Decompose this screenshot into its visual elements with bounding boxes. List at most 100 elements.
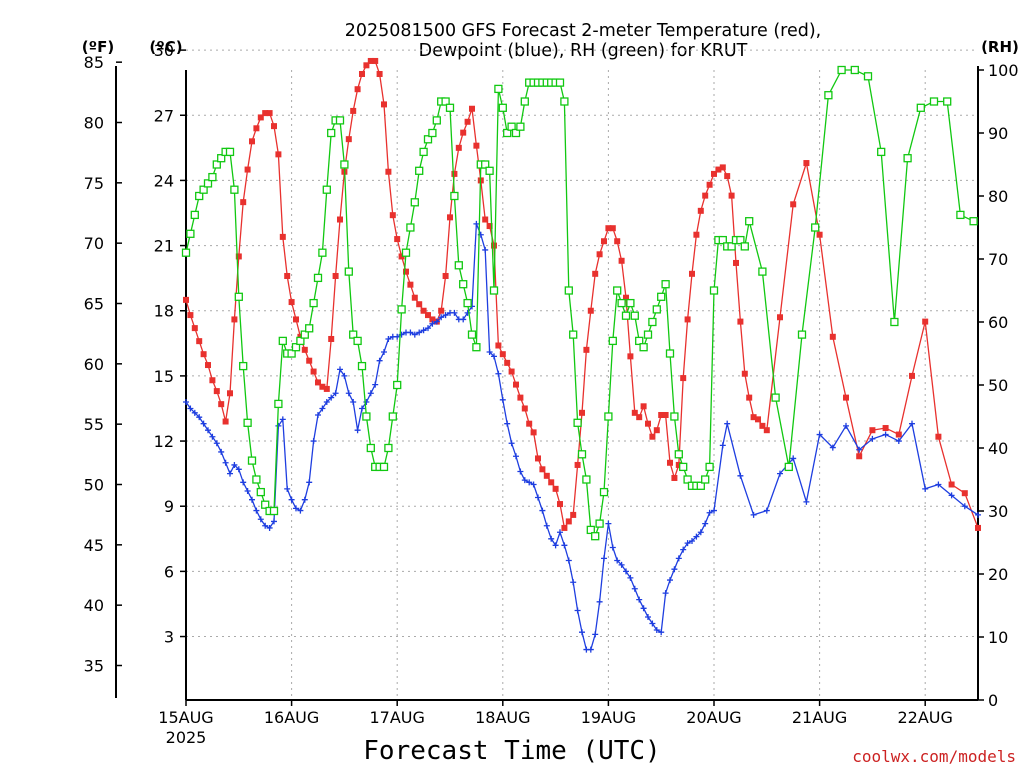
temperature-point bbox=[697, 207, 704, 214]
dewpoint-point bbox=[777, 470, 783, 477]
rh-point bbox=[811, 223, 820, 232]
rh-point bbox=[467, 330, 477, 339]
fahrenheit-tick-label: 60 bbox=[84, 355, 104, 374]
dewpoint-point bbox=[438, 314, 445, 321]
temperature-point bbox=[557, 501, 563, 508]
dewpoint-point bbox=[596, 598, 603, 605]
temperature-point bbox=[570, 511, 577, 518]
dewpoint-point bbox=[411, 331, 418, 338]
rh-point bbox=[463, 298, 472, 308]
dewpoint-point bbox=[750, 511, 757, 518]
fahrenheit-tick-label: 50 bbox=[84, 476, 104, 495]
temperature-point bbox=[552, 485, 559, 492]
dewpoint-point bbox=[442, 312, 449, 319]
temperature-point bbox=[337, 216, 343, 223]
temperature-point bbox=[218, 401, 225, 408]
rh-tick-label: 30 bbox=[988, 502, 1008, 521]
temperature-point bbox=[407, 281, 414, 288]
dewpoint-point bbox=[640, 605, 647, 612]
rh-point bbox=[256, 487, 265, 497]
temperature-point bbox=[354, 86, 361, 93]
dewpoint-point bbox=[631, 585, 638, 592]
temperature-point bbox=[284, 272, 291, 279]
fahrenheit-tick-label: 40 bbox=[84, 596, 104, 615]
temperature-point bbox=[733, 259, 739, 266]
temperature-point bbox=[227, 390, 233, 397]
rh-point bbox=[419, 147, 428, 157]
rh-point bbox=[349, 330, 358, 339]
rh-point bbox=[877, 147, 886, 157]
dewpoint-point bbox=[539, 507, 546, 514]
rh-point bbox=[797, 330, 807, 339]
dewpoint-point bbox=[543, 522, 550, 529]
rh-point bbox=[604, 412, 613, 421]
rh-point bbox=[344, 267, 353, 276]
temperature-point bbox=[249, 138, 255, 145]
rh-point bbox=[225, 147, 235, 157]
rh-point bbox=[943, 97, 952, 106]
dewpoint-point bbox=[231, 461, 238, 468]
temperature-point bbox=[777, 314, 783, 321]
temperature-point bbox=[209, 377, 216, 384]
dewpoint-point bbox=[961, 503, 968, 510]
dewpoint-point bbox=[618, 561, 625, 568]
rh-point bbox=[969, 217, 978, 226]
temperature-point bbox=[213, 388, 220, 395]
rh-point bbox=[516, 122, 525, 131]
temperature-point bbox=[618, 257, 625, 264]
temperature-point bbox=[741, 370, 748, 377]
temperature-point bbox=[636, 414, 643, 421]
rh-point bbox=[648, 317, 657, 327]
rh-point bbox=[472, 343, 481, 352]
temperature-point bbox=[398, 253, 405, 260]
dewpoint-point bbox=[482, 246, 489, 253]
dewpoint-point bbox=[244, 488, 251, 495]
rh-point bbox=[247, 456, 257, 465]
dewpoint-point bbox=[843, 422, 849, 429]
celsius-tick-label: 21 bbox=[154, 237, 174, 256]
temperature-point bbox=[279, 233, 286, 240]
celsius-tick-label: 30 bbox=[154, 41, 174, 60]
dewpoint-point bbox=[429, 320, 436, 327]
dewpoint-point bbox=[306, 479, 313, 486]
dewpoint-point bbox=[693, 533, 700, 540]
temperature-point bbox=[429, 316, 436, 323]
rh-point bbox=[384, 443, 393, 453]
dewpoint-point bbox=[310, 438, 317, 445]
dewpoint-point bbox=[579, 629, 585, 636]
dewpoint-point bbox=[293, 505, 299, 512]
temperature-point bbox=[675, 461, 682, 468]
dewpoint-point bbox=[702, 520, 709, 527]
dewpoint-point bbox=[363, 398, 370, 405]
dewpoint-point bbox=[623, 568, 629, 575]
temperature-point bbox=[543, 472, 550, 479]
dewpoint-point bbox=[895, 438, 902, 445]
rh-point bbox=[643, 330, 653, 339]
rh-point bbox=[252, 475, 261, 484]
temperature-point bbox=[909, 372, 915, 379]
temperature-point bbox=[425, 312, 431, 319]
dewpoint-point bbox=[948, 492, 955, 499]
dewpoint-point bbox=[521, 477, 528, 484]
celsius-axis-label: (ºC) bbox=[149, 38, 182, 56]
temperature-point bbox=[759, 422, 766, 429]
x-tick-label: 17AUG bbox=[369, 708, 424, 727]
temperature-point bbox=[869, 427, 876, 434]
axes bbox=[115, 49, 984, 706]
temperature-point bbox=[508, 368, 515, 375]
dewpoint-point bbox=[196, 414, 203, 421]
temperature-point bbox=[306, 357, 313, 364]
temperature-point bbox=[350, 107, 357, 114]
temperature-point bbox=[592, 270, 599, 277]
rh-point bbox=[674, 450, 683, 459]
rh-point bbox=[357, 361, 367, 371]
dewpoint-point bbox=[284, 485, 291, 492]
rh-point bbox=[824, 91, 833, 100]
dewpoint-point bbox=[367, 390, 374, 397]
temperature-point bbox=[922, 318, 929, 325]
x-tick-label: 22AUG bbox=[897, 708, 952, 727]
dewpoint-point bbox=[191, 409, 198, 416]
temperature-point bbox=[711, 170, 717, 177]
rh-point bbox=[401, 248, 411, 257]
rh-point bbox=[459, 280, 468, 289]
